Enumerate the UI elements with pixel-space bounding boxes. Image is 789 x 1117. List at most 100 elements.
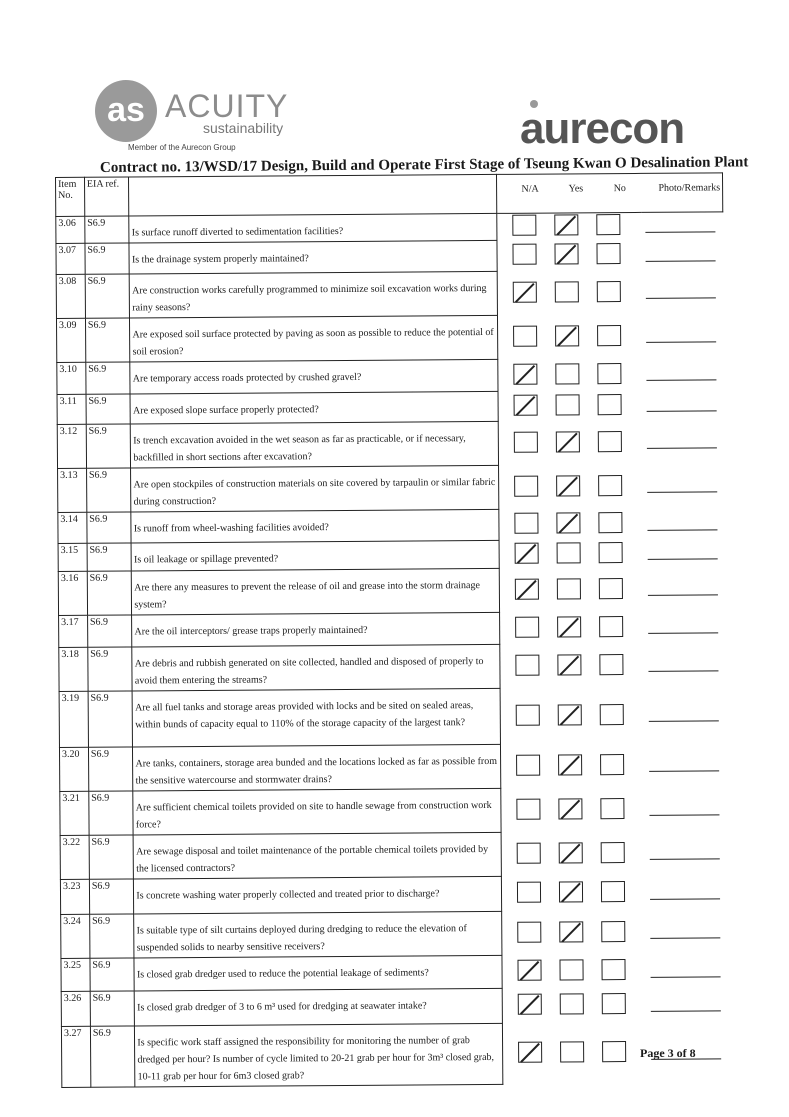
checkbox-na[interactable]	[518, 993, 543, 1015]
checkbox-no[interactable]	[599, 577, 624, 599]
checkbox-na[interactable]	[518, 1041, 543, 1063]
checkbox-no[interactable]	[598, 541, 624, 563]
checkbox-yes[interactable]	[556, 512, 581, 534]
checkbox-yes[interactable]	[556, 474, 581, 497]
checkbox-no[interactable]	[600, 703, 625, 725]
checkbox-yes[interactable]	[558, 797, 583, 819]
checkbox-na[interactable]	[513, 325, 538, 347]
table-row: 3.18 S6.9 Are debris and rubbish generated…	[58, 643, 726, 692]
remarks-field[interactable]	[644, 643, 726, 688]
checkbox-na[interactable]	[516, 798, 541, 820]
remarks-field[interactable]	[643, 420, 725, 465]
checkbox-no[interactable]	[597, 393, 623, 415]
checkbox-na[interactable]	[517, 959, 542, 981]
remarks-field[interactable]	[646, 954, 728, 988]
checkbox-na[interactable]	[513, 281, 538, 303]
remarks-field[interactable]	[644, 567, 726, 612]
checkbox-yes[interactable]	[559, 959, 584, 981]
eia-ref: S6.9	[86, 542, 132, 572]
checkbox-no[interactable]	[599, 615, 624, 637]
item-number: 3.20	[59, 747, 89, 792]
remarks-field[interactable]	[641, 212, 723, 240]
checkbox-yes[interactable]	[556, 430, 581, 453]
checkbox-yes[interactable]	[558, 753, 583, 775]
remarks-field[interactable]	[643, 390, 725, 421]
checkbox-no[interactable]	[600, 797, 625, 819]
checkbox-yes[interactable]	[554, 243, 579, 265]
remarks-field[interactable]	[642, 358, 724, 391]
remarks-field[interactable]	[645, 743, 727, 788]
checkbox-na[interactable]	[513, 363, 538, 385]
checkbox-na[interactable]	[513, 394, 539, 416]
checkbox-no[interactable]	[599, 653, 624, 675]
checkbox-na[interactable]	[516, 754, 541, 776]
remarks-field[interactable]	[641, 239, 723, 271]
checkbox-na[interactable]	[512, 243, 537, 265]
checkbox-yes[interactable]	[558, 703, 583, 726]
checkbox-na[interactable]	[515, 654, 540, 676]
remarks-field[interactable]	[643, 508, 725, 540]
checkbox-yes[interactable]	[560, 993, 585, 1015]
checkbox-no[interactable]	[601, 881, 626, 903]
checkbox-yes[interactable]	[559, 881, 584, 903]
checkbox-yes[interactable]	[555, 393, 581, 416]
checkbox-no[interactable]	[598, 512, 623, 534]
remarks-field[interactable]	[644, 611, 726, 644]
checkbox-na[interactable]	[515, 616, 540, 638]
checkbox-no[interactable]	[601, 959, 626, 981]
checkbox-na[interactable]	[512, 214, 537, 237]
checkbox-na[interactable]	[515, 578, 540, 600]
remarks-field[interactable]	[643, 464, 725, 509]
checkbox-na[interactable]	[517, 921, 542, 943]
answer-options	[499, 567, 645, 613]
checkbox-na[interactable]	[516, 704, 541, 726]
checkbox-yes[interactable]	[557, 615, 582, 638]
checkbox-no[interactable]	[596, 214, 621, 236]
checkbox-na[interactable]	[514, 512, 539, 534]
remarks-field[interactable]	[644, 539, 726, 568]
checkbox-yes[interactable]	[556, 541, 582, 564]
checkbox-yes[interactable]	[560, 1041, 585, 1063]
checkbox-no[interactable]	[596, 243, 621, 265]
question-text: Is runoff from wheel-washing facilities …	[131, 509, 500, 543]
checkbox-yes[interactable]	[554, 214, 579, 236]
checkbox-no[interactable]	[597, 362, 622, 384]
remarks-field[interactable]	[646, 875, 728, 911]
acuity-logo-sub: sustainability	[203, 120, 284, 136]
checkbox-no[interactable]	[598, 474, 623, 496]
remarks-field[interactable]	[642, 270, 724, 315]
remarks-field[interactable]	[647, 987, 729, 1023]
table-header: Item No. EIA ref. N/A Yes No Photo/Remar…	[55, 172, 723, 217]
table-row: 3.11 S6.9 Are exposed slope surface proper…	[57, 390, 724, 425]
item-number: 3.07	[55, 243, 86, 275]
checkbox-no[interactable]	[598, 430, 623, 452]
checkbox-no[interactable]	[597, 324, 622, 346]
checkbox-na[interactable]	[514, 431, 539, 453]
remarks-field[interactable]	[646, 831, 728, 876]
col-remarks: Photo/Remarks	[658, 182, 721, 194]
item-number: 3.24	[60, 914, 90, 959]
remarks-field[interactable]	[645, 787, 727, 832]
checkbox-yes[interactable]	[555, 324, 580, 347]
checkbox-yes[interactable]	[555, 280, 580, 303]
checkbox-no[interactable]	[601, 841, 626, 863]
checkbox-no[interactable]	[600, 753, 625, 775]
checkbox-no[interactable]	[602, 993, 627, 1015]
remarks-field[interactable]	[642, 314, 724, 359]
checkbox-no[interactable]	[601, 920, 626, 942]
checkbox-yes[interactable]	[557, 653, 582, 676]
checkbox-yes[interactable]	[555, 362, 580, 385]
checkbox-na[interactable]	[517, 842, 542, 864]
checkbox-na[interactable]	[514, 475, 539, 497]
item-number: 3.23	[60, 879, 90, 915]
checkbox-yes[interactable]	[559, 920, 584, 942]
remarks-field[interactable]	[645, 687, 727, 744]
question-text: Are exposed soil surface protected by pa…	[129, 315, 499, 362]
checkbox-na[interactable]	[514, 542, 540, 564]
checkbox-no[interactable]	[602, 1041, 627, 1063]
checkbox-no[interactable]	[597, 280, 622, 302]
checkbox-yes[interactable]	[559, 841, 584, 863]
remarks-field[interactable]	[646, 910, 728, 955]
checkbox-na[interactable]	[517, 881, 542, 903]
checkbox-yes[interactable]	[557, 577, 582, 600]
